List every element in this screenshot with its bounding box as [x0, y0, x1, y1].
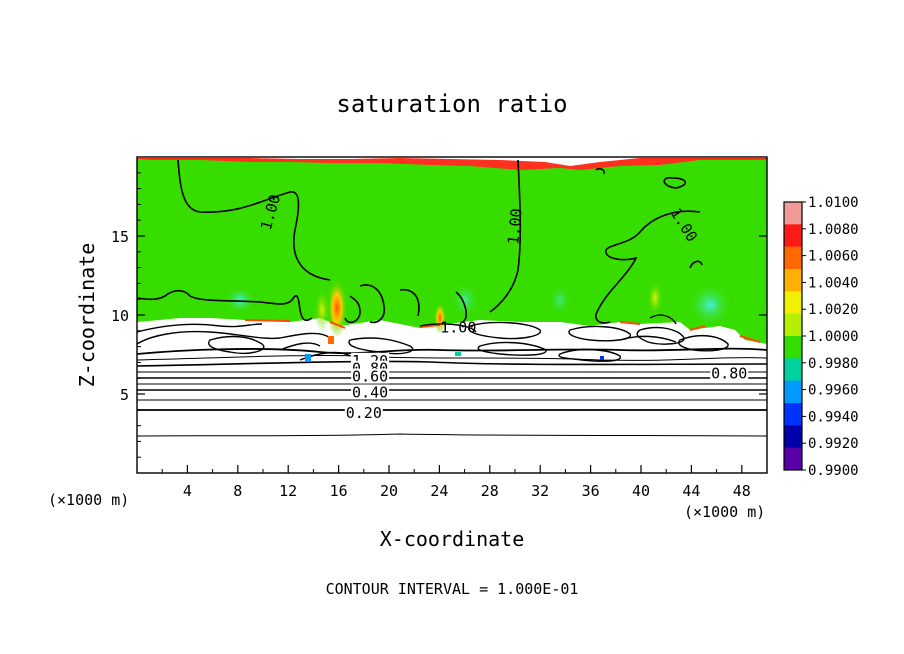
- x-unit-left: (×1000 m): [48, 491, 129, 509]
- colorbar-tick-label: 0.9960: [808, 383, 859, 399]
- x-tick-label: 28: [481, 482, 499, 500]
- colorbar-tick-label: 1.0080: [808, 222, 859, 238]
- colorbar-swatch: [784, 202, 802, 225]
- updraft-anomaly: [548, 284, 572, 316]
- x-axis-label: X-coordinate: [380, 527, 525, 551]
- colorbar-swatch: [784, 336, 802, 359]
- colorbar-tick-label: 0.9920: [808, 436, 859, 452]
- colorbar-swatch: [784, 447, 802, 471]
- chart-title: saturation ratio: [336, 90, 567, 118]
- y-axis: 5 10 15: [111, 172, 767, 458]
- contour-label-text: 0.40: [352, 383, 388, 401]
- x-tick-label: 48: [733, 482, 751, 500]
- anomaly-speck: [600, 356, 604, 360]
- colorbar-swatch: [784, 425, 802, 449]
- colorbar-tick-label: 1.0040: [808, 275, 859, 291]
- x-tick-label: 4: [183, 482, 192, 500]
- contour-label: 1.00: [504, 208, 526, 246]
- colorbar-tick-label: 1.0100: [808, 195, 859, 211]
- plot-area: [137, 157, 767, 473]
- colorbar-tick-label: 1.0000: [808, 329, 859, 345]
- cloud-layer-contours: [137, 314, 729, 362]
- anomaly-speck: [328, 336, 334, 344]
- top-white-cap: [137, 157, 767, 166]
- x-tick-label: 16: [330, 482, 348, 500]
- colorbar-tick-label: 0.9980: [808, 356, 859, 372]
- updraft-anomaly: [451, 282, 479, 318]
- colorbar: 1.0100 1.0080 1.0060 1.0040 1.0020 1.0000 0.99…: [783, 195, 859, 479]
- colorbar-swatch: [784, 269, 802, 292]
- colorbar-swatch: [784, 224, 802, 248]
- x-tick-label: 20: [380, 482, 398, 500]
- x-tick-label: 36: [582, 482, 600, 500]
- contour-label-text: 0.80: [711, 364, 747, 382]
- x-tick-label: 24: [430, 482, 448, 500]
- contour-label-text: 0.20: [346, 404, 382, 422]
- colorbar-tick-label: 1.0060: [808, 249, 859, 265]
- x-axis: 4 8 12 16 20 24 28 32 36 40 44 48: [161, 465, 751, 500]
- anomaly-speck: [305, 354, 311, 362]
- x-tick-label: 32: [531, 482, 549, 500]
- updraft-anomaly: [314, 288, 330, 332]
- colorbar-swatch: [784, 291, 802, 315]
- cloud-edge-fringe: [244, 319, 761, 343]
- stratified-contours: [137, 347, 767, 437]
- contour-label: 0.20: [344, 404, 383, 422]
- x-tick-label: 40: [632, 482, 650, 500]
- contour-label: 0.80: [710, 364, 749, 382]
- contour-label-bg: [344, 404, 383, 420]
- contour-label: 0.60: [351, 368, 390, 386]
- updraft-anomaly: [224, 286, 256, 314]
- updraft-anomaly: [327, 278, 347, 338]
- contour-interval-note: CONTOUR INTERVAL = 1.000E-01: [326, 580, 579, 598]
- colorbar-tick-label: 0.9940: [808, 409, 859, 425]
- contour-label: 0.40: [351, 383, 390, 401]
- colorbar-tick-label: 1.0020: [808, 302, 859, 318]
- contour-label-bg: [710, 365, 749, 381]
- colorbar-swatch: [784, 313, 802, 337]
- contour-label-bg: [351, 384, 390, 400]
- x-tick-label: 12: [279, 482, 297, 500]
- y-tick-label: 15: [111, 228, 129, 246]
- contour-label-text: 1.00: [440, 319, 476, 337]
- contour-label-bg: [351, 368, 390, 384]
- updraft-anomaly: [647, 280, 663, 316]
- y-tick-label: 10: [111, 307, 129, 325]
- colorbar-swatch: [784, 403, 802, 426]
- saturated-region: [137, 157, 767, 344]
- y-axis-label: Z-coordinate: [75, 243, 99, 388]
- x-tick-label: 44: [682, 482, 700, 500]
- updraft-anomaly: [688, 283, 732, 327]
- x-tick-label: 8: [233, 482, 242, 500]
- colorbar-swatch: [784, 246, 802, 270]
- colorbar-swatch: [784, 358, 802, 382]
- anomaly-speck: [455, 352, 461, 356]
- colorbar-swatch: [784, 380, 802, 404]
- y-tick-label: 5: [120, 386, 129, 404]
- x-unit-right: (×1000 m): [684, 503, 765, 521]
- contour-label-text: 0.60: [352, 368, 388, 386]
- contour-1-00: [137, 159, 703, 324]
- contour-label-text: 1.00: [504, 208, 526, 246]
- colorbar-tick-label: 0.9900: [808, 463, 859, 479]
- contour-label: 1.00: [440, 319, 476, 337]
